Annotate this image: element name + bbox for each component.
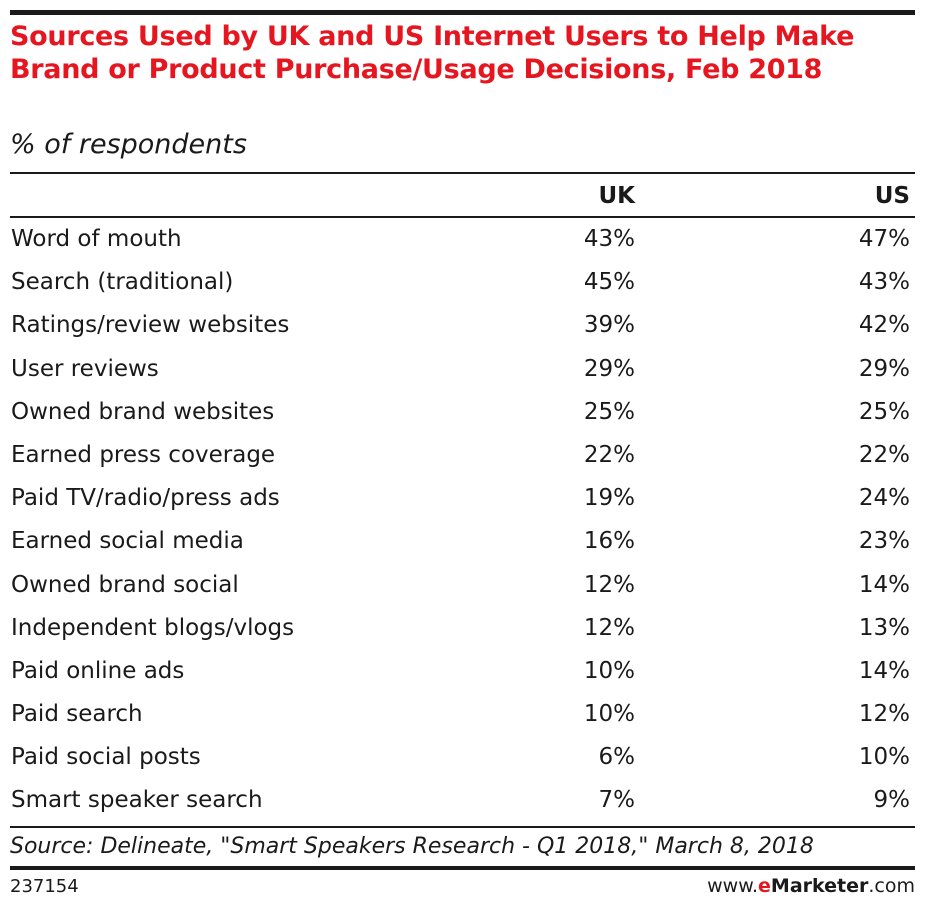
uk-value: 43% [583, 226, 635, 252]
uk-value: 12% [583, 571, 635, 598]
row-label: Independent blogs/vlogs [11, 614, 295, 641]
row-label: Paid social posts [11, 744, 201, 771]
source-note: Source: Delineate, "Smart Speakers Resea… [10, 834, 814, 859]
row-label: Word of mouth [11, 226, 182, 252]
uk-value: 6% [598, 744, 636, 771]
table-row: Paid social posts 6% 10% [10, 736, 915, 779]
table-row: Owned brand social 12% 14% [10, 564, 915, 607]
us-value: 23% [858, 528, 910, 555]
column-header-uk: UK [598, 183, 636, 209]
uk-value: 16% [583, 528, 635, 555]
us-value: 14% [858, 657, 910, 684]
us-value: 22% [858, 441, 910, 468]
row-label: Earned social media [11, 528, 244, 555]
chart-title: Sources Used by UK and US Internet Users… [10, 21, 855, 85]
us-value: 47% [858, 226, 910, 252]
uk-value: 45% [583, 269, 635, 296]
uk-value: 39% [583, 312, 635, 339]
row-label: Search (traditional) [11, 269, 234, 296]
row-label: User reviews [11, 355, 159, 382]
uk-value: 10% [583, 701, 635, 728]
top-rule [10, 10, 915, 15]
table-row: Owned brand websites 25% 25% [10, 391, 915, 434]
row-label: Earned press coverage [11, 441, 276, 468]
table-row: Earned press coverage 22% 22% [10, 434, 915, 477]
table-row: Paid TV/radio/press ads 19% 24% [10, 477, 915, 520]
table-row: Search (traditional) 45% 43% [10, 261, 915, 304]
table-row: Independent blogs/vlogs 12% 13% [10, 607, 915, 650]
row-label: Paid online ads [11, 657, 185, 684]
uk-value: 25% [583, 398, 635, 425]
table-row: Paid online ads 10% 14% [10, 650, 915, 693]
bottom-rule [10, 866, 915, 870]
us-value: 13% [858, 614, 910, 641]
brand-name: Marketer [770, 875, 869, 897]
uk-value: 7% [598, 787, 636, 814]
column-header-us: US [874, 183, 910, 209]
us-value: 10% [858, 744, 910, 771]
table-row: Paid search 10% 12% [10, 693, 915, 736]
us-value: 42% [858, 312, 910, 339]
row-label: Paid TV/radio/press ads [11, 485, 280, 512]
us-value: 43% [858, 269, 910, 296]
row-label: Owned brand social [11, 571, 239, 598]
row-label: Ratings/review websites [11, 312, 290, 339]
brand-e: e [758, 875, 771, 897]
us-value: 24% [858, 485, 910, 512]
table-row: User reviews 29% 29% [10, 348, 915, 391]
us-value: 9% [873, 787, 911, 814]
chart-subtitle: % of respondents [10, 129, 247, 160]
data-table: UK US Word of mouth 43% 47% Search (traditi… [10, 172, 915, 823]
row-label: Paid search [11, 701, 143, 728]
uk-value: 29% [583, 355, 635, 382]
brand-logo: www.eMarketer.com [707, 874, 915, 898]
table-row: Word of mouth 43% 47% [10, 218, 915, 261]
us-value: 25% [858, 398, 910, 425]
uk-value: 19% [583, 485, 635, 512]
table-row: Earned social media 16% 23% [10, 520, 915, 563]
uk-value: 22% [583, 441, 635, 468]
table-header-row: UK US [10, 174, 915, 218]
us-value: 12% [858, 701, 910, 728]
source-block: Source: Delineate, "Smart Speakers Resea… [10, 826, 915, 862]
table-body: Word of mouth 43% 47% Search (traditional) 4… [10, 218, 915, 823]
chart-id: 237154 [10, 876, 79, 897]
table-row: Smart speaker search 7% 9% [10, 779, 915, 822]
row-label: Smart speaker search [11, 787, 263, 814]
uk-value: 10% [583, 657, 635, 684]
uk-value: 12% [583, 614, 635, 641]
brand-suffix: .com [868, 875, 915, 897]
table-row: Ratings/review websites 39% 42% [10, 304, 915, 347]
brand-prefix: www. [707, 875, 759, 897]
row-label: Owned brand websites [11, 398, 275, 425]
us-value: 29% [858, 355, 910, 382]
us-value: 14% [858, 571, 910, 598]
